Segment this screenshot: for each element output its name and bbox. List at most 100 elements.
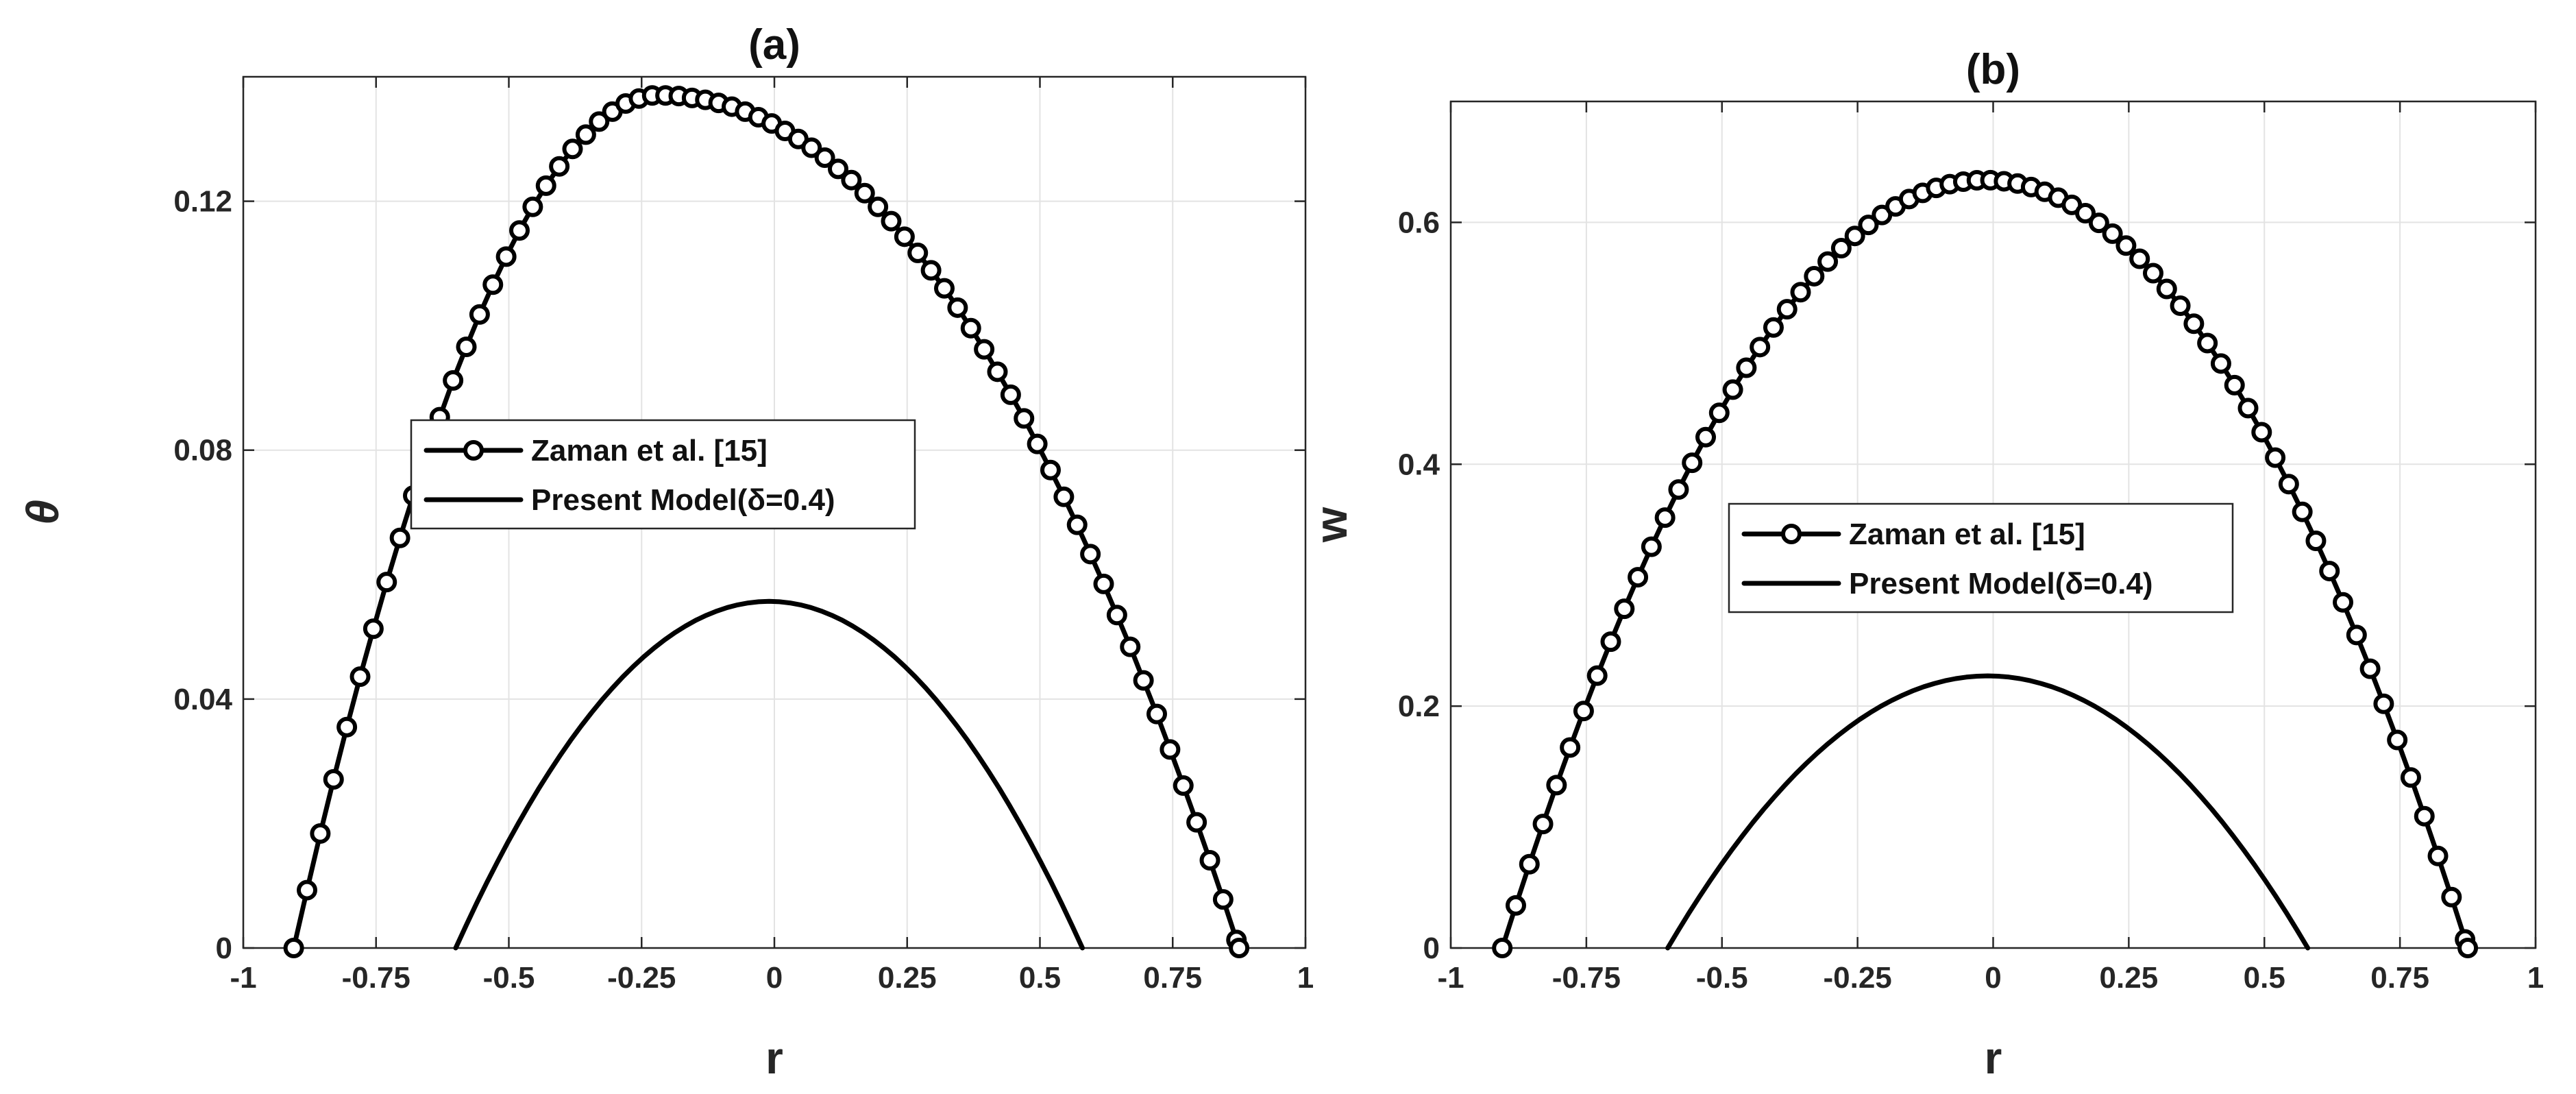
legend-box — [410, 419, 916, 530]
series-zaman-point — [363, 618, 384, 640]
series-zaman-point — [2292, 501, 2313, 522]
x-tick-label: -0.25 — [607, 961, 676, 995]
series-zaman-point — [1000, 384, 1021, 405]
series-zaman-point — [310, 823, 331, 844]
y-axis-label: θ — [17, 500, 68, 525]
series-zaman-point — [801, 137, 822, 158]
series-zaman-point — [469, 304, 490, 325]
series-zaman-point — [1817, 251, 1839, 272]
x-tick-label: -1 — [230, 961, 256, 995]
x-tick-label: 1 — [2527, 961, 2544, 995]
y-tick-label: 0.08 — [173, 434, 232, 467]
series-zaman-point — [2457, 938, 2479, 958]
series-zaman-point — [854, 182, 875, 204]
series-zaman-point — [974, 339, 995, 360]
series-zaman-point — [562, 138, 583, 160]
series-zaman-point — [868, 196, 889, 217]
series-zaman-point — [1519, 853, 1540, 875]
series-zaman-point — [1573, 701, 1594, 722]
series-zaman-point — [2346, 624, 2367, 646]
series-zaman-point — [535, 175, 556, 196]
legend-zaman-label: Zaman et al. [15] — [1849, 518, 2085, 551]
series-zaman-point — [2224, 374, 2245, 396]
x-tick-label: -0.75 — [1552, 961, 1621, 995]
series-zaman-point — [2278, 474, 2299, 495]
y-axis-label: w — [1305, 507, 1356, 543]
series-zaman-point — [1804, 265, 1825, 287]
series-zaman-point — [495, 246, 517, 267]
series-zaman-point — [1722, 379, 1743, 400]
series-zaman-point — [920, 260, 942, 281]
series-zaman-point — [1027, 433, 1048, 454]
legend: Zaman et al. [15] Present Model(δ=0.4) — [1728, 502, 2234, 613]
y-tick-label: 0.6 — [1398, 206, 1440, 239]
series-zaman-point — [1844, 226, 1865, 247]
x-tick-label: 0 — [766, 961, 783, 995]
series-zaman-point — [2359, 658, 2381, 679]
series-zaman-point — [2197, 332, 2218, 354]
legend-present-model-label: Present Model(δ=0.4) — [531, 483, 835, 517]
series-zaman-point — [323, 768, 344, 790]
x-tick-label: 1 — [1297, 961, 1314, 995]
series-present-model-line — [453, 598, 1085, 951]
x-tick-label: 0.5 — [1019, 961, 1061, 995]
series-zaman-point — [2129, 248, 2150, 269]
series-zaman-point — [336, 716, 358, 738]
series-zaman-point — [1668, 479, 1689, 500]
series-zaman-point — [1014, 408, 1035, 429]
series-zaman-point — [1212, 889, 1234, 910]
series-zaman-point — [814, 147, 835, 169]
panel-a: -1 -0.75 -0.5 -0.25 0 0.25 0.5 0.75 1 0 0.04 0.08 0.… — [17, 21, 1314, 1083]
series-zaman-point — [575, 124, 596, 145]
series-zaman-point — [1560, 737, 1581, 758]
series-zaman-point — [1133, 670, 1154, 691]
series-zaman-point — [2170, 295, 2191, 316]
x-tick-label: 0 — [1985, 961, 2001, 995]
series-zaman-point — [1600, 631, 1621, 653]
series-zaman-point — [1053, 486, 1075, 507]
series-zaman-point — [2333, 592, 2354, 613]
series-zaman-point — [509, 220, 530, 241]
y-tick-label: 0.4 — [1398, 448, 1440, 481]
y-tick-label: 0.12 — [173, 185, 232, 219]
x-tick-label: 0.5 — [2244, 961, 2285, 995]
x-tick-label: 0.25 — [2100, 961, 2159, 995]
x-axis-label: r — [1985, 1032, 2002, 1083]
legend-box — [1728, 502, 2234, 613]
series-zaman-point — [1628, 567, 1649, 588]
series-zaman-point — [443, 370, 464, 391]
series-zaman-point — [2400, 767, 2421, 788]
series-zaman-point — [349, 666, 371, 688]
series-zaman-point — [841, 169, 862, 191]
series-zaman-point — [1641, 536, 1662, 557]
series-zaman-point — [934, 278, 955, 299]
series-zaman-point — [2237, 398, 2259, 419]
series-zaman-point — [2387, 729, 2408, 751]
y-tick-label: 0 — [1423, 932, 1440, 965]
x-axis-label: r — [765, 1032, 783, 1083]
series-zaman-point — [1546, 775, 1567, 796]
y-tick-label: 0.04 — [173, 683, 232, 716]
series-zaman-point — [1586, 665, 1608, 686]
series-zaman-point — [1173, 775, 1194, 797]
series-zaman-point — [1695, 426, 1717, 448]
series-zaman-point — [482, 274, 504, 295]
series-zaman-point — [1614, 598, 1635, 620]
x-tick-label: 0.75 — [1143, 961, 1202, 995]
series-zaman-point — [2183, 313, 2205, 335]
series-zaman-point — [2414, 805, 2435, 827]
series-zaman-point — [1066, 514, 1088, 535]
series-zaman-point — [907, 242, 929, 263]
series-zaman-point — [1708, 402, 1730, 424]
series-zaman-point — [2441, 886, 2462, 908]
series-zaman-point — [2115, 235, 2137, 256]
series-zaman-point — [2156, 278, 2177, 300]
x-tick-label: 0.75 — [2370, 961, 2429, 995]
series-zaman-point — [1186, 812, 1207, 833]
x-tick-label: -0.75 — [342, 961, 410, 995]
series-zaman-point — [2305, 530, 2327, 551]
series-zaman-point — [894, 226, 915, 247]
y-tick-label: 0.2 — [1398, 690, 1440, 723]
series-zaman-point — [1858, 215, 1879, 236]
